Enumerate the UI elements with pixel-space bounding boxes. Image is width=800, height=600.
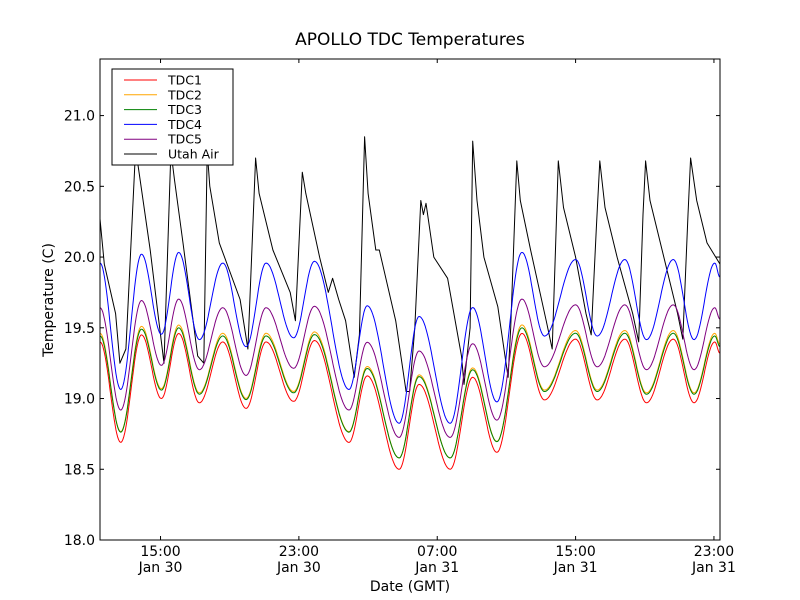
x-tick-label-date: Jan 31 — [691, 560, 736, 576]
legend-box — [111, 68, 234, 166]
series-line-utah-air — [99, 136, 721, 392]
x-tick-label-date: Jan 31 — [553, 560, 598, 576]
y-axis-label: Temperature (C) — [41, 243, 57, 358]
x-tick-label-time: 07:00 — [417, 544, 457, 560]
x-tick-label-time: 15:00 — [555, 544, 595, 560]
series-line-tdc1 — [99, 333, 721, 470]
x-axis-label: Date (GMT) — [370, 579, 450, 595]
y-tick-label: 21.0 — [64, 109, 95, 125]
x-tick-label-time: 23:00 — [694, 544, 734, 560]
series-line-tdc5 — [99, 298, 721, 438]
x-tick-label-time: 15:00 — [140, 544, 180, 560]
x-tick-label-time: 23:00 — [279, 544, 319, 560]
y-tick-label: 19.5 — [64, 321, 95, 337]
legend-label-tdc5: TDC5 — [167, 132, 202, 147]
y-tick-label: 20.5 — [64, 179, 95, 195]
series-line-tdc3 — [99, 327, 721, 459]
series-line-tdc4 — [99, 251, 721, 424]
y-tick-label: 19.0 — [64, 392, 95, 408]
legend-label-tdc2: TDC2 — [167, 87, 202, 102]
axes-frame — [99, 58, 721, 541]
x-tick-label-date: Jan 31 — [414, 560, 459, 576]
x-tick-label-date: Jan 30 — [138, 560, 183, 576]
series-layer — [99, 136, 721, 470]
legend-label-tdc4: TDC4 — [167, 117, 202, 132]
y-tick-label: 18.5 — [64, 462, 95, 478]
chart-title: APOLLO TDC Temperatures — [295, 30, 525, 50]
y-axis: 18.0 18.5 19.0 19.5 20.0 20.5 21.0 — [64, 109, 720, 549]
legend-label-utah-air: Utah Air — [168, 147, 220, 162]
y-tick-label: 18.0 — [64, 533, 95, 549]
legend-label-tdc3: TDC3 — [167, 102, 202, 117]
x-tick-label-date: Jan 30 — [276, 560, 321, 576]
legend-label-tdc1: TDC1 — [167, 73, 202, 88]
y-tick-label: 20.0 — [64, 250, 95, 266]
